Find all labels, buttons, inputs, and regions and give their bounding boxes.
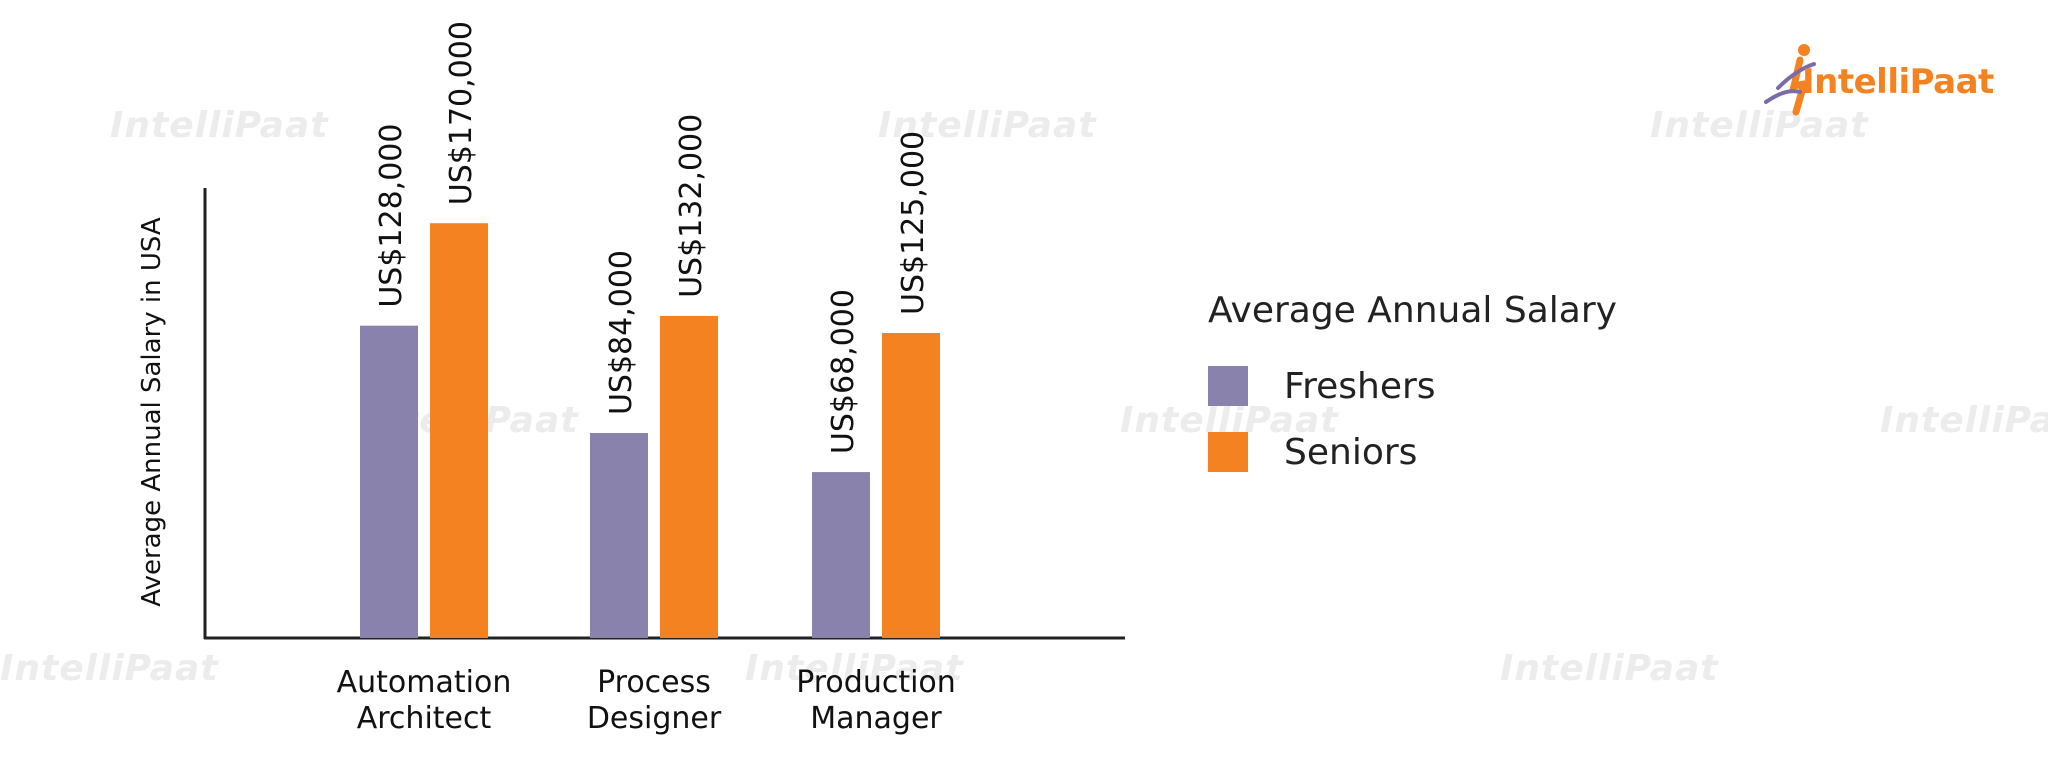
watermark: IntelliPaat	[1650, 105, 1869, 146]
legend-swatch-seniors	[1208, 432, 1248, 472]
bar-value-label: US$84,000	[604, 250, 639, 415]
bar-freshers-2	[590, 433, 648, 638]
category-label: Architect	[357, 701, 492, 736]
watermark: IntelliPaat	[0, 648, 219, 689]
category-label: Automation	[337, 665, 512, 700]
legend-label-freshers: Freshers	[1284, 365, 1436, 407]
bar-seniors-3	[882, 333, 940, 638]
legend-item-freshers: Freshers	[1208, 353, 1617, 419]
bar-value-label: US$68,000	[826, 289, 861, 454]
category-label: Designer	[587, 701, 722, 736]
bar-seniors-2	[660, 315, 718, 638]
intellipaat-logo: IntelliPaat	[1760, 40, 2000, 120]
chart-bar-labels: US$128,000 US$170,000 US$84,000 US$132,000 U…	[374, 21, 931, 454]
bar-freshers-3	[812, 472, 870, 638]
legend-item-seniors: Seniors	[1208, 419, 1617, 485]
logo-figure-icon	[1764, 44, 1816, 116]
category-label: Production	[796, 665, 956, 700]
legend-label-seniors: Seniors	[1284, 431, 1418, 473]
bar-value-label: US$125,000	[896, 131, 931, 315]
logo-text: IntelliPaat	[1802, 62, 1994, 102]
logo-text-prefix: I	[1802, 62, 1815, 102]
watermark: IntelliPaat	[1500, 648, 1719, 689]
bar-value-label: US$170,000	[444, 21, 479, 205]
bar-value-label: US$132,000	[674, 114, 709, 298]
legend-swatch-freshers	[1208, 366, 1248, 406]
y-axis-label: Average Annual Salary in USA	[137, 217, 167, 607]
category-label: Process	[597, 665, 711, 700]
legend-title: Average Annual Salary	[1208, 290, 1617, 331]
category-label: Manager	[810, 701, 942, 736]
watermark: IntelliPaat	[745, 648, 964, 689]
bar-value-label: US$128,000	[374, 124, 409, 308]
watermark: IntelliPaat	[878, 105, 1097, 146]
bar-seniors-1	[430, 223, 488, 638]
watermark: IntelliPaat	[110, 105, 329, 146]
chart-bars	[360, 223, 940, 638]
watermark: IntelliPaat	[1880, 400, 2048, 441]
bar-freshers-1	[360, 325, 418, 638]
chart-legend: Average Annual Salary Freshers Seniors	[1208, 290, 1617, 485]
